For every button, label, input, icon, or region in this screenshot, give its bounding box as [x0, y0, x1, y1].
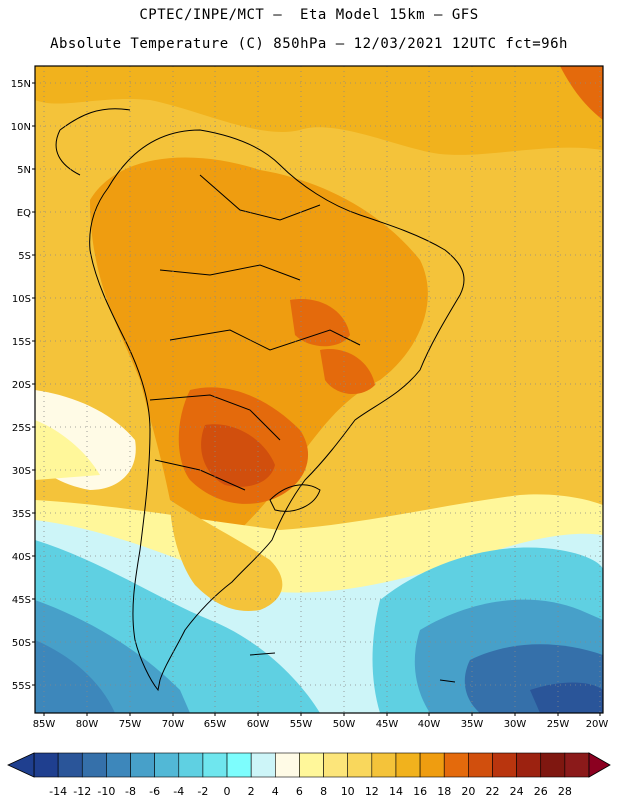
coastline-borders [55, 108, 465, 692]
lon-label: 70W [162, 719, 185, 730]
legend-color-box [250, 752, 276, 778]
temperature-field [35, 66, 603, 713]
lat-label: 40S [12, 552, 31, 563]
lon-label: 65W [204, 719, 227, 730]
legend-tick-label: 2 [248, 785, 255, 798]
legend-tick-label: -8 [125, 785, 136, 798]
chart-title-line-2: Absolute Temperature (C) 850hPa – 12/03/… [50, 36, 568, 52]
lon-label: 60W [247, 719, 270, 730]
lat-label: 50S [12, 638, 31, 649]
legend-right-arrow [588, 752, 611, 778]
color-legend: -14 -12 -10 -8 -6 -4 -2 0 2 4 6 8 10 12 14 16 18 20 22 24 26… [7, 752, 611, 798]
legend-color-box [202, 752, 228, 778]
legend-color-box [540, 752, 566, 778]
legend-tick-label: 16 [413, 785, 427, 798]
lon-label: 35W [461, 719, 484, 730]
latitude-ticks [32, 82, 35, 686]
legend-tick-label: -6 [149, 785, 160, 798]
legend-tick-label: 14 [389, 785, 403, 798]
lon-label: 25W [547, 719, 570, 730]
legend-tick-labels: -14 -12 -10 -8 -6 -4 -2 0 2 4 6 8 10 12 14 16 18 20 22 24 26… [49, 785, 572, 798]
longitude-ticks [43, 713, 601, 716]
legend-tick-label: 22 [485, 785, 499, 798]
lat-label: 10N [11, 122, 31, 133]
legend-color-box [395, 752, 421, 778]
lat-label: 15N [11, 79, 31, 90]
legend-color-box [178, 752, 204, 778]
lat-label: 35S [12, 509, 31, 520]
lon-label: 20W [586, 719, 609, 730]
lat-label: 20S [12, 380, 31, 391]
lon-label: 85W [33, 719, 56, 730]
legend-boxes [33, 752, 590, 778]
map-frame [34, 65, 604, 714]
legend-color-box [419, 752, 445, 778]
legend-color-box [347, 752, 373, 778]
lat-label: 45S [12, 595, 31, 606]
lat-label: 30S [12, 466, 31, 477]
lon-label: 40W [418, 719, 441, 730]
lat-label: 5N [17, 165, 31, 176]
legend-color-box [106, 752, 131, 778]
legend-tick-label: 6 [296, 785, 303, 798]
lon-label: 75W [119, 719, 142, 730]
lat-label: 55S [12, 681, 31, 692]
legend-tick-label: 0 [224, 785, 231, 798]
legend-color-box [33, 752, 59, 778]
legend-color-box [371, 752, 397, 778]
legend-color-box [492, 752, 517, 778]
legend-tick-label: 24 [510, 785, 524, 798]
legend-tick-label: 18 [437, 785, 451, 798]
legend-color-box [443, 752, 469, 778]
lon-label: 30W [504, 719, 527, 730]
longitude-axis: 85W 80W 75W 70W 65W 60W 55W 50W 45W 40W … [33, 719, 609, 730]
legend-tick-label: 28 [558, 785, 572, 798]
lat-label: 25S [12, 423, 31, 434]
legend-tick-label: -12 [73, 785, 91, 798]
legend-color-box [57, 752, 83, 778]
legend-color-box [516, 752, 542, 778]
legend-tick-label: 20 [461, 785, 475, 798]
legend-tick-label: -2 [197, 785, 208, 798]
legend-tick-label: -10 [97, 785, 115, 798]
chart-title-line-1: CPTEC/INPE/MCT – Eta Model 15km – GFS [139, 7, 479, 23]
legend-tick-label: 12 [365, 785, 379, 798]
legend-color-box [226, 752, 252, 778]
latitude-axis: 15N 10N 5N EQ 5S 10S 15S 20S 25S 30S 35S… [11, 79, 31, 692]
temperature-map: 15N 10N 5N EQ 5S 10S 15S 20S 25S 30S 35S… [11, 65, 609, 730]
legend-tick-label: -4 [173, 785, 184, 798]
lat-label: 10S [12, 294, 31, 305]
legend-tick-label: 10 [341, 785, 355, 798]
legend-tick-label: 4 [272, 785, 279, 798]
legend-color-box [154, 752, 180, 778]
legend-tick-label: -14 [49, 785, 67, 798]
legend-color-box [468, 752, 493, 778]
lon-label: 80W [76, 719, 99, 730]
lat-label: 15S [12, 337, 31, 348]
legend-left-arrow [7, 752, 35, 778]
legend-color-box [564, 752, 590, 778]
legend-color-box [275, 752, 300, 778]
lon-label: 55W [290, 719, 313, 730]
legend-color-box [130, 752, 155, 778]
legend-color-box [323, 752, 348, 778]
legend-color-box [299, 752, 324, 778]
legend-tick-label: 8 [320, 785, 327, 798]
lon-label: 45W [376, 719, 399, 730]
lon-label: 50W [333, 719, 356, 730]
legend-color-box [81, 752, 107, 778]
legend-tick-label: 26 [534, 785, 548, 798]
lat-label: 5S [18, 251, 31, 262]
lat-label: EQ [17, 208, 31, 219]
